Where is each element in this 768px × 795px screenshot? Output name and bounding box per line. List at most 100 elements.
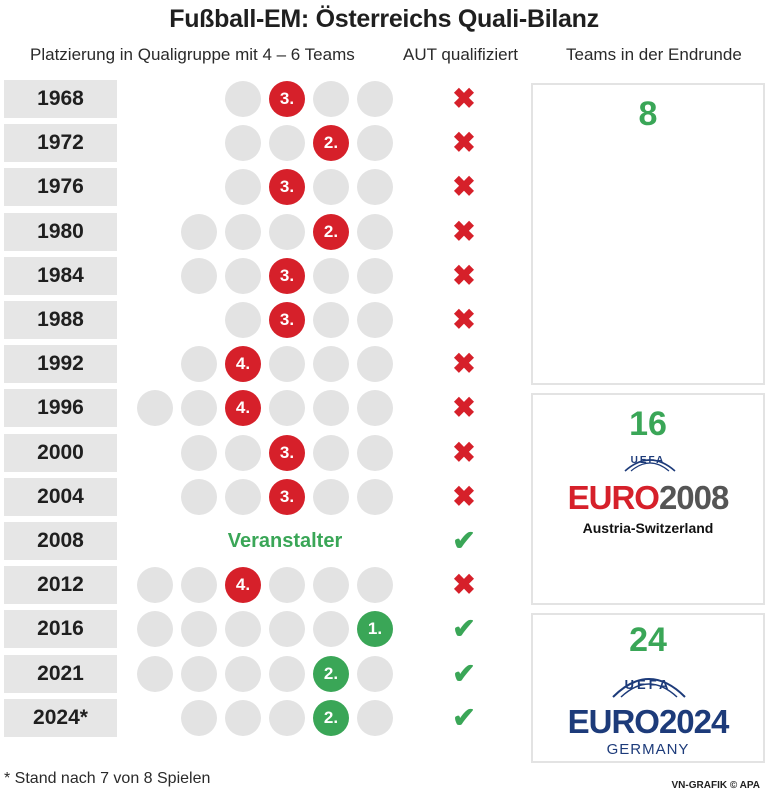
group-slot	[225, 434, 261, 471]
euro2008-logo: EURO2008	[533, 479, 763, 517]
group-slot	[313, 81, 349, 117]
teams-column-header: Teams in der Endrunde	[566, 45, 742, 64]
group-slot	[225, 257, 261, 294]
teams-count-16: 16	[629, 405, 667, 443]
group-slot	[313, 346, 349, 383]
group-slot	[357, 655, 393, 692]
group-slot	[137, 567, 173, 604]
uefa-2008-label: UEFA	[630, 455, 666, 466]
group-slot	[313, 169, 349, 206]
qualified-check-icon: ✔	[452, 657, 476, 689]
endrunde-panel-24: 24 UEFA EURO2024 GERMANY	[531, 613, 765, 763]
not-qualified-cross-icon: ✖	[452, 392, 476, 424]
year-label: 1988	[4, 301, 117, 339]
placement-marker: 4.	[225, 567, 261, 604]
group-slot	[225, 302, 261, 338]
group-slot	[269, 655, 305, 692]
placement-marker: 2.	[313, 213, 349, 250]
placement-marker: 3.	[269, 478, 305, 515]
uefa-2008-emblem-icon	[624, 459, 676, 472]
placement-column-header: Platzierung in Qualigruppe mit 4 – 6 Tea…	[30, 45, 355, 64]
group-slot	[313, 302, 349, 338]
year-label: 1984	[4, 256, 117, 295]
year-label: 2016	[4, 610, 117, 649]
year-label: 2008	[4, 522, 117, 560]
placement-marker: 3.	[269, 169, 305, 206]
group-slot	[313, 434, 349, 471]
group-slot	[357, 434, 393, 471]
placement-marker: 4.	[225, 346, 261, 383]
group-slot	[269, 213, 305, 250]
group-slot	[225, 478, 261, 515]
group-slot	[357, 257, 393, 294]
not-qualified-cross-icon: ✖	[452, 215, 476, 247]
placement-marker: 1.	[357, 611, 393, 648]
group-slot	[225, 699, 261, 736]
placement-marker: 4.	[225, 390, 261, 427]
group-slot	[181, 257, 217, 294]
group-slot	[357, 213, 393, 250]
group-slot	[357, 81, 393, 117]
euro2008-year: 2008	[658, 479, 729, 516]
not-qualified-cross-icon: ✖	[452, 83, 476, 114]
not-qualified-cross-icon: ✖	[452, 436, 476, 468]
group-slot	[181, 699, 217, 736]
group-slot	[269, 611, 305, 648]
year-label: 1992	[4, 345, 117, 384]
group-slot	[357, 125, 393, 162]
group-slot	[313, 567, 349, 604]
euro2008-euro: EURO	[567, 479, 660, 516]
group-slot	[357, 346, 393, 383]
group-slot	[313, 257, 349, 294]
euro2024-logo: EURO2024	[533, 703, 763, 741]
not-qualified-cross-icon: ✖	[452, 171, 476, 203]
qualified-check-icon: ✔	[452, 613, 476, 645]
year-label: 1980	[4, 212, 117, 251]
not-qualified-cross-icon: ✖	[452, 259, 476, 291]
qualified-check-icon: ✔	[452, 525, 476, 556]
group-slot	[357, 699, 393, 736]
teams-count-24: 24	[629, 621, 667, 659]
group-slot	[357, 169, 393, 206]
group-slot	[181, 611, 217, 648]
year-label: 1972	[4, 124, 117, 163]
host-label: Veranstalter	[227, 530, 343, 552]
group-slot	[181, 478, 217, 515]
group-slot	[137, 390, 173, 427]
year-label: 2024*	[4, 698, 117, 737]
group-slot	[181, 390, 217, 427]
not-qualified-cross-icon: ✖	[452, 569, 476, 601]
group-slot	[313, 478, 349, 515]
group-slot	[269, 125, 305, 162]
page-title: Fußball-EM: Österreichs Quali-Bilanz	[169, 5, 599, 33]
group-slot	[357, 567, 393, 604]
footnote: * Stand nach 7 von 8 Spielen	[4, 770, 211, 787]
group-slot	[181, 567, 217, 604]
group-slot	[225, 125, 261, 162]
year-label: 2021	[4, 654, 117, 693]
group-slot	[225, 655, 261, 692]
euro2008-subtitle: Austria-Switzerland	[582, 520, 714, 536]
placement-marker: 3.	[269, 302, 305, 338]
group-slot	[269, 346, 305, 383]
group-slot	[269, 699, 305, 736]
euro2024-year: 2024	[658, 703, 729, 740]
not-qualified-cross-icon: ✖	[452, 480, 476, 512]
group-slot	[181, 655, 217, 692]
group-slot	[269, 567, 305, 604]
group-slot	[225, 213, 261, 250]
group-slot	[181, 346, 217, 383]
year-label: 1996	[4, 389, 117, 428]
not-qualified-cross-icon: ✖	[452, 127, 476, 159]
group-slot	[269, 390, 305, 427]
group-slot	[225, 169, 261, 206]
group-slot	[225, 81, 261, 117]
placement-marker: 2.	[313, 125, 349, 162]
group-slot	[357, 478, 393, 515]
uefa-2024-emblem-icon	[612, 678, 686, 698]
not-qualified-cross-icon: ✖	[452, 304, 476, 335]
group-slot	[313, 390, 349, 427]
group-slot	[357, 390, 393, 427]
placement-marker: 2.	[313, 655, 349, 692]
teams-count-8: 8	[638, 95, 658, 133]
